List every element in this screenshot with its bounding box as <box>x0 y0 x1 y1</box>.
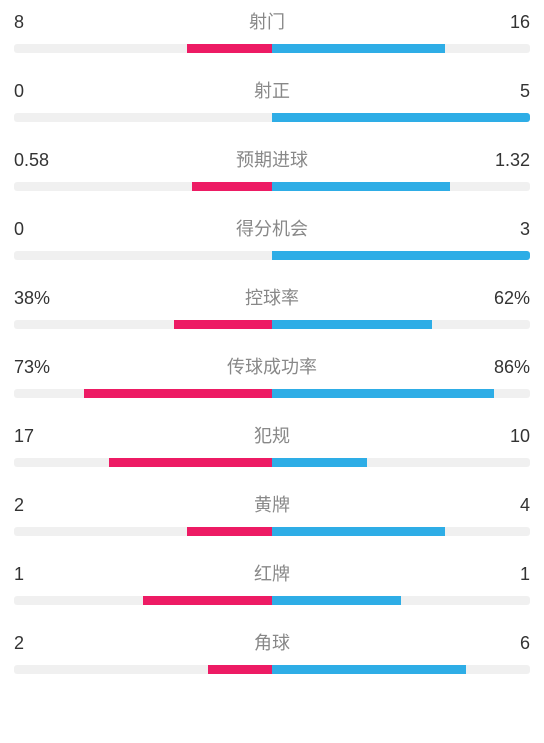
bar-half-right <box>272 527 530 536</box>
stat-header: 0 射正 5 <box>14 77 530 103</box>
stat-value-left: 73% <box>14 357 50 378</box>
stat-bar <box>14 320 530 329</box>
stat-label: 得分机会 <box>236 215 308 241</box>
stat-header: 0 得分机会 3 <box>14 215 530 241</box>
stat-header: 2 角球 6 <box>14 629 530 655</box>
bar-half-left <box>14 320 272 329</box>
stat-header: 73% 传球成功率 86% <box>14 353 530 379</box>
stat-header: 1 红牌 1 <box>14 560 530 586</box>
stat-label: 红牌 <box>254 560 290 586</box>
bar-half-right <box>272 389 530 398</box>
bar-half-right <box>272 251 530 260</box>
stat-bar <box>14 113 530 122</box>
bar-half-left <box>14 665 272 674</box>
stat-bar <box>14 251 530 260</box>
stat-bar <box>14 458 530 467</box>
bar-half-left <box>14 251 272 260</box>
stat-label: 射门 <box>249 8 285 34</box>
stat-header: 2 黄牌 4 <box>14 491 530 517</box>
bar-fill-right <box>272 44 445 53</box>
stat-row: 8 射门 16 <box>14 8 530 53</box>
stat-value-right: 10 <box>510 426 530 447</box>
stat-value-left: 2 <box>14 495 24 516</box>
stat-row: 17 犯规 10 <box>14 422 530 467</box>
bar-half-right <box>272 44 530 53</box>
bar-fill-right <box>272 113 530 122</box>
stat-value-left: 38% <box>14 288 50 309</box>
stat-bar <box>14 527 530 536</box>
stat-header: 17 犯规 10 <box>14 422 530 448</box>
bar-fill-right <box>272 320 432 329</box>
stat-value-left: 8 <box>14 12 24 33</box>
bar-fill-right <box>272 596 401 605</box>
stat-label: 角球 <box>254 629 290 655</box>
bar-half-left <box>14 113 272 122</box>
stat-bar <box>14 389 530 398</box>
stat-value-right: 1 <box>520 564 530 585</box>
stat-bar <box>14 665 530 674</box>
stat-bar <box>14 44 530 53</box>
bar-half-right <box>272 182 530 191</box>
bar-fill-left <box>192 182 272 191</box>
stat-row: 0 得分机会 3 <box>14 215 530 260</box>
stat-value-right: 1.32 <box>495 150 530 171</box>
stat-row: 2 角球 6 <box>14 629 530 674</box>
stat-value-right: 16 <box>510 12 530 33</box>
stat-label: 射正 <box>254 77 290 103</box>
stat-row: 0 射正 5 <box>14 77 530 122</box>
stat-value-right: 5 <box>520 81 530 102</box>
stat-bar <box>14 596 530 605</box>
bar-fill-right <box>272 458 367 467</box>
bar-fill-right <box>272 389 494 398</box>
stat-value-left: 17 <box>14 426 34 447</box>
stat-row: 2 黄牌 4 <box>14 491 530 536</box>
bar-fill-right <box>272 251 530 260</box>
stat-label: 传球成功率 <box>227 353 317 379</box>
stat-row: 1 红牌 1 <box>14 560 530 605</box>
bar-half-left <box>14 596 272 605</box>
stat-value-right: 4 <box>520 495 530 516</box>
stat-value-left: 0 <box>14 219 24 240</box>
stats-panel: 8射门160射正50.58预期进球1.320得分机会338%控球率62%73%传… <box>14 8 530 674</box>
stat-row: 38% 控球率 62% <box>14 284 530 329</box>
bar-fill-right <box>272 182 450 191</box>
bar-half-right <box>272 458 530 467</box>
stat-header: 38% 控球率 62% <box>14 284 530 310</box>
bar-fill-right <box>272 665 466 674</box>
bar-half-left <box>14 182 272 191</box>
stat-value-left: 2 <box>14 633 24 654</box>
bar-half-right <box>272 596 530 605</box>
stat-value-left: 0 <box>14 81 24 102</box>
bar-fill-left <box>109 458 272 467</box>
stat-value-right: 3 <box>520 219 530 240</box>
bar-half-right <box>272 665 530 674</box>
bar-fill-left <box>187 44 272 53</box>
stat-row: 0.58 预期进球 1.32 <box>14 146 530 191</box>
bar-fill-left <box>174 320 272 329</box>
bar-half-left <box>14 458 272 467</box>
bar-half-left <box>14 44 272 53</box>
bar-half-right <box>272 320 530 329</box>
stat-bar <box>14 182 530 191</box>
bar-half-right <box>272 113 530 122</box>
stat-label: 预期进球 <box>236 146 308 172</box>
bar-fill-left <box>143 596 272 605</box>
bar-half-left <box>14 527 272 536</box>
stat-label: 控球率 <box>245 284 299 310</box>
bar-fill-left <box>208 665 273 674</box>
stat-value-right: 62% <box>494 288 530 309</box>
stat-value-left: 1 <box>14 564 24 585</box>
stat-label: 犯规 <box>254 422 290 448</box>
bar-fill-left <box>84 389 272 398</box>
stat-label: 黄牌 <box>254 491 290 517</box>
stat-value-left: 0.58 <box>14 150 49 171</box>
stat-value-right: 86% <box>494 357 530 378</box>
stat-value-right: 6 <box>520 633 530 654</box>
stat-header: 0.58 预期进球 1.32 <box>14 146 530 172</box>
stat-row: 73% 传球成功率 86% <box>14 353 530 398</box>
stat-header: 8 射门 16 <box>14 8 530 34</box>
bar-fill-right <box>272 527 445 536</box>
bar-fill-left <box>187 527 272 536</box>
bar-half-left <box>14 389 272 398</box>
